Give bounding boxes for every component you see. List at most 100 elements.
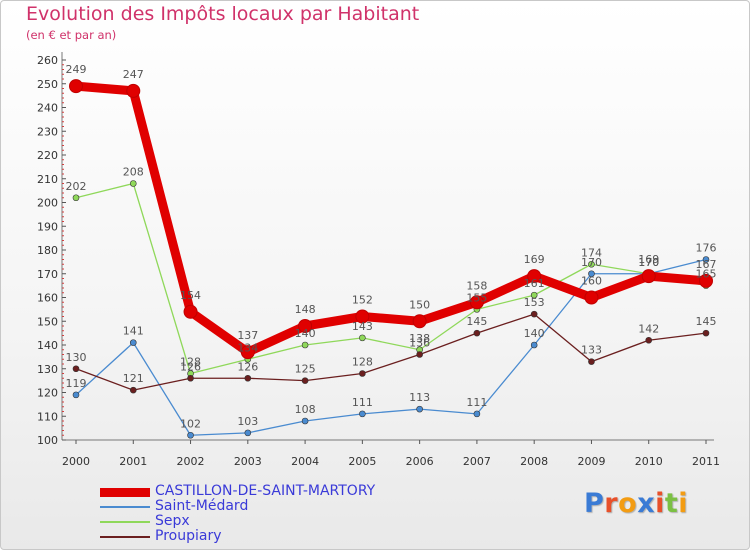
series-proupiary	[72, 310, 710, 394]
data-label: 153	[524, 296, 545, 309]
data-point	[702, 256, 710, 263]
logo-letter: i	[678, 488, 689, 519]
data-label: 161	[524, 277, 545, 290]
data-point	[530, 341, 538, 349]
data-label: 158	[466, 279, 487, 292]
data-label: 202	[66, 180, 87, 193]
data-label: 128	[352, 356, 373, 369]
y-tick-label: 110	[37, 410, 58, 423]
data-point	[244, 429, 252, 437]
axes: 1001101201301401501601701801902002102202…	[37, 52, 720, 468]
data-label: 111	[466, 396, 487, 409]
data-point	[187, 431, 194, 439]
data-point	[129, 339, 137, 346]
data-point	[527, 269, 542, 284]
data-point	[72, 391, 80, 399]
data-point	[301, 341, 309, 349]
data-label: 142	[638, 322, 659, 335]
y-tick-label: 130	[37, 363, 58, 376]
data-label: 119	[66, 377, 87, 390]
data-point	[588, 260, 595, 268]
logo-letter: x	[637, 488, 656, 519]
legend-label: Saint-Médard	[155, 498, 249, 514]
y-tick-label: 180	[37, 244, 58, 257]
data-point	[244, 374, 252, 382]
data-point	[530, 291, 538, 299]
data-label: 249	[66, 63, 87, 76]
series-castillon-de-saint-martory	[69, 79, 713, 360]
x-tick-label: 2002	[177, 455, 205, 468]
data-point	[469, 295, 484, 310]
logo-letter: r	[604, 488, 619, 519]
data-point	[588, 358, 595, 365]
x-tick-label: 2001	[119, 455, 147, 468]
data-label: 247	[123, 68, 144, 81]
y-tick-label: 220	[37, 149, 58, 162]
data-label: 165	[696, 268, 717, 281]
logo-letter: P	[584, 488, 605, 519]
data-point	[355, 309, 370, 324]
data-label: 170	[638, 256, 659, 269]
data-point	[416, 351, 423, 358]
y-tick-label: 140	[37, 339, 58, 352]
y-tick-label: 120	[37, 387, 58, 400]
data-point	[416, 405, 423, 413]
data-point	[412, 314, 427, 329]
data-point	[183, 304, 198, 319]
data-label: 150	[409, 298, 430, 311]
data-point	[240, 345, 255, 360]
data-point	[584, 290, 599, 305]
y-tick-label: 200	[37, 197, 58, 210]
data-label: 160	[581, 275, 602, 288]
data-label: 137	[237, 329, 258, 342]
data-point	[359, 334, 366, 342]
data-label: 170	[581, 256, 602, 269]
x-tick-label: 2000	[62, 455, 90, 468]
data-label: 140	[295, 327, 316, 340]
data-point	[187, 374, 194, 382]
legend-label: CASTILLON-DE-SAINT-MARTORY	[155, 483, 376, 499]
data-label: 121	[123, 372, 144, 385]
data-label: 111	[352, 396, 373, 409]
x-tick-label: 2008	[520, 455, 548, 468]
data-label: 125	[295, 363, 316, 376]
legend-label: Proupiary	[155, 528, 222, 544]
x-tick-label: 2007	[463, 455, 491, 468]
data-point	[301, 377, 309, 384]
data-label: 128	[180, 356, 201, 369]
data-label: 176	[696, 242, 717, 255]
data-label: 133	[581, 344, 602, 357]
data-point	[72, 194, 80, 202]
data-label: 174	[581, 246, 602, 259]
data-label: 145	[696, 315, 717, 328]
data-label: 126	[180, 360, 201, 373]
logo-letter: i	[655, 488, 665, 519]
proxiti-logo: Proxiti	[584, 488, 688, 519]
data-point	[588, 270, 595, 278]
data-label: 143	[352, 320, 373, 333]
data-point	[69, 79, 83, 94]
data-label: 152	[352, 294, 373, 307]
y-tick-label: 210	[37, 173, 58, 186]
data-label: 148	[295, 303, 316, 316]
y-tick-label: 170	[37, 268, 58, 281]
data-label: 134	[237, 341, 258, 354]
data-label: 155	[466, 291, 487, 304]
data-label: 169	[524, 253, 545, 266]
x-tick-label: 2004	[291, 455, 319, 468]
data-point	[359, 370, 366, 377]
y-tick-label: 100	[37, 434, 58, 447]
y-tick-label: 230	[37, 125, 58, 138]
data-label: 141	[123, 325, 144, 338]
y-tick-label: 150	[37, 315, 58, 328]
x-tick-label: 2006	[406, 455, 434, 468]
y-tick-label: 240	[37, 102, 58, 115]
data-label: 154	[180, 289, 201, 302]
series-line	[75, 313, 707, 391]
y-tick-label: 260	[37, 54, 58, 67]
data-point	[530, 310, 538, 318]
legend-swatch	[100, 521, 150, 523]
data-label: 126	[237, 360, 258, 373]
x-tick-label: 2009	[577, 455, 605, 468]
